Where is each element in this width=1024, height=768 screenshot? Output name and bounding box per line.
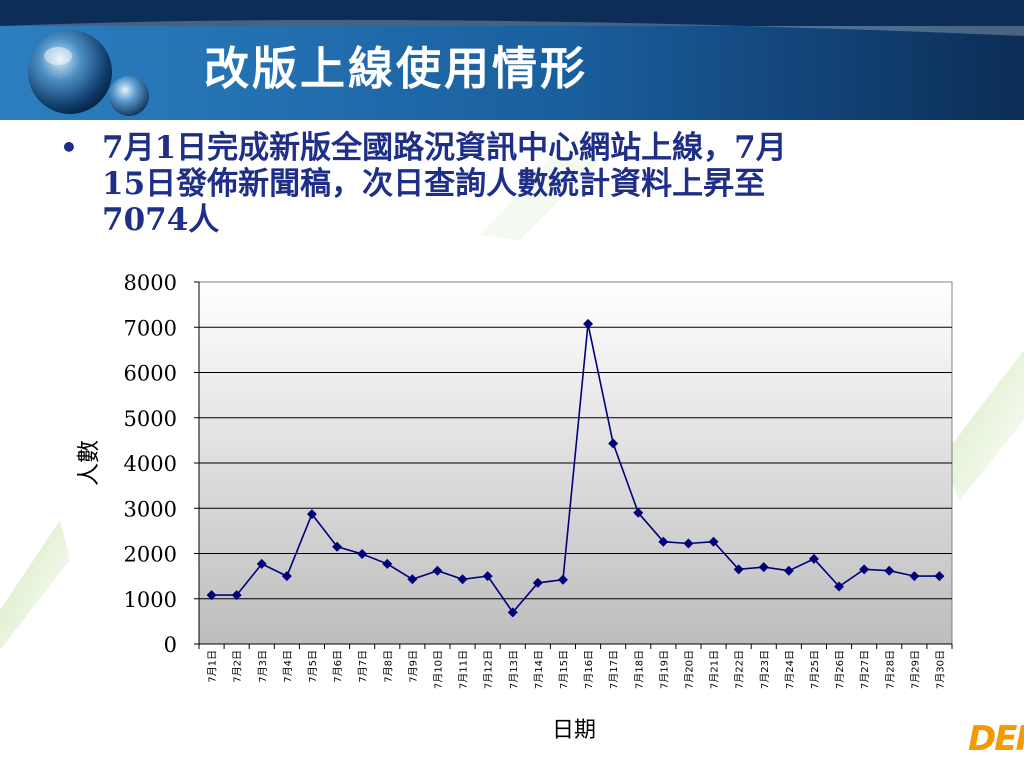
y-tick-label: 7000 bbox=[124, 316, 177, 340]
x-tick-label: 7月27日 bbox=[859, 650, 871, 689]
x-tick-label: 7月22日 bbox=[734, 650, 746, 689]
y-tick-label: 4000 bbox=[124, 452, 177, 476]
x-tick-label: 7月2日 bbox=[232, 650, 244, 683]
x-tick-label: 7月4日 bbox=[282, 650, 294, 683]
data-point-marker bbox=[859, 564, 870, 575]
data-point-marker bbox=[432, 565, 443, 576]
title-bar-top-strip bbox=[0, 0, 1024, 26]
data-point-marker bbox=[407, 574, 418, 585]
x-tick-label: 7月13日 bbox=[508, 650, 520, 689]
y-tick-label: 3000 bbox=[124, 497, 177, 521]
decor-swoosh-right bbox=[940, 350, 1024, 500]
data-point-marker bbox=[909, 571, 920, 582]
x-tick-label: 7月12日 bbox=[483, 650, 495, 689]
x-tick-label: 7月20日 bbox=[683, 650, 695, 689]
data-point-marker bbox=[783, 565, 794, 576]
y-tick-label: 6000 bbox=[124, 362, 177, 386]
grid-lines bbox=[199, 326, 952, 600]
x-tick-label: 7月6日 bbox=[332, 650, 344, 683]
x-tick-label: 7月10日 bbox=[432, 650, 444, 689]
data-point-marker bbox=[808, 553, 819, 564]
x-tick-label: 7月29日 bbox=[909, 650, 921, 689]
x-tick-label: 7月17日 bbox=[608, 650, 620, 689]
title-bar-sheen bbox=[0, 19, 1024, 36]
x-tick-label: 7月1日 bbox=[207, 650, 219, 683]
x-tick-label: 7月5日 bbox=[307, 650, 319, 683]
decor-swoosh-top bbox=[480, 150, 600, 240]
x-axis-ticks: 7月1日 7月2日 7月3日 7月4日 7月5日 7月6日 7月7日 7月8日 7月9日 7月10… bbox=[198, 282, 953, 689]
data-point-marker bbox=[658, 536, 669, 547]
x-tick-label: 7月21日 bbox=[709, 650, 721, 689]
y-tick-label: 0 bbox=[164, 633, 177, 657]
x-tick-label: 7月14日 bbox=[533, 650, 545, 689]
data-point-marker bbox=[583, 318, 594, 329]
x-tick-label: 7月7日 bbox=[357, 650, 369, 683]
data-point-marker bbox=[834, 581, 845, 592]
logo-orb-large bbox=[28, 30, 112, 114]
slide-title: 改版上線使用情形 bbox=[204, 42, 589, 95]
data-point-marker bbox=[507, 607, 518, 618]
data-point-marker bbox=[206, 590, 217, 601]
data-point-marker bbox=[457, 574, 468, 585]
y-tick-label: 1000 bbox=[124, 588, 177, 612]
data-point-marker bbox=[557, 574, 568, 585]
x-tick-label: 7月16日 bbox=[583, 650, 595, 689]
bullet-line-2: 15日發佈新聞稿，次日查詢人數統計資料上昇至 bbox=[102, 166, 766, 202]
data-point-marker bbox=[231, 590, 242, 601]
data-point-marker bbox=[884, 565, 895, 576]
x-tick-label: 7月3日 bbox=[257, 650, 269, 683]
data-point-marker bbox=[482, 571, 493, 582]
y-tick-label: 2000 bbox=[124, 543, 177, 567]
bullet-line-1: 7月1日完成新版全國路況資訊中心網站上線，7月 bbox=[102, 130, 787, 166]
data-point-marker bbox=[708, 536, 719, 547]
x-tick-label: 7月19日 bbox=[658, 650, 670, 689]
x-tick-label: 7月11日 bbox=[458, 650, 470, 689]
logo-orb-small bbox=[109, 76, 149, 116]
y-tick-label: 8000 bbox=[124, 271, 177, 295]
x-tick-label: 7月30日 bbox=[934, 650, 946, 689]
bullet-text: 7月1日完成新版全國路況資訊中心網站上線，7月 15日發佈新聞稿，次日查詢人數統… bbox=[102, 130, 952, 238]
data-point-marker bbox=[306, 509, 317, 520]
data-point-marker bbox=[608, 438, 619, 449]
x-tick-label: 7月23日 bbox=[759, 650, 771, 689]
x-tick-label: 7月28日 bbox=[884, 650, 896, 689]
data-point-marker bbox=[256, 558, 267, 569]
logo-orb-highlight bbox=[44, 47, 72, 65]
data-point-marker bbox=[281, 571, 292, 582]
data-point-marker bbox=[934, 571, 945, 582]
x-axis-label: 日期 bbox=[552, 718, 596, 743]
x-tick-label: 7月24日 bbox=[784, 650, 796, 689]
data-point-marker bbox=[733, 564, 744, 575]
data-point-marker bbox=[357, 548, 368, 559]
data-point-marker bbox=[382, 558, 393, 569]
x-tick-label: 7月15日 bbox=[558, 650, 570, 689]
x-tick-label: 7月26日 bbox=[834, 650, 846, 689]
y-tick-label: 5000 bbox=[124, 407, 177, 431]
bullet-line-3: 7074人 bbox=[102, 202, 220, 238]
brand-logo: DER bbox=[968, 719, 1024, 759]
bullet-dot: • bbox=[60, 131, 78, 164]
series-markers bbox=[206, 318, 945, 618]
decor-swoosh-left bbox=[0, 520, 70, 650]
series-line bbox=[211, 323, 940, 614]
data-point-marker bbox=[532, 577, 543, 588]
x-tick-label: 7月8日 bbox=[382, 650, 394, 683]
y-axis-ticks: 0 1000 2000 3000 4000 5000 6000 7000 8000 bbox=[124, 271, 199, 657]
title-bar bbox=[0, 22, 1024, 120]
x-tick-label: 7月18日 bbox=[633, 650, 645, 689]
y-axis-label: 人數 bbox=[76, 440, 102, 486]
data-point-marker bbox=[633, 507, 644, 518]
x-tick-label: 7月25日 bbox=[809, 650, 821, 689]
x-tick-label: 7月9日 bbox=[407, 650, 419, 683]
data-point-marker bbox=[683, 538, 694, 549]
data-point-marker bbox=[758, 562, 769, 573]
data-point-marker bbox=[332, 541, 343, 552]
